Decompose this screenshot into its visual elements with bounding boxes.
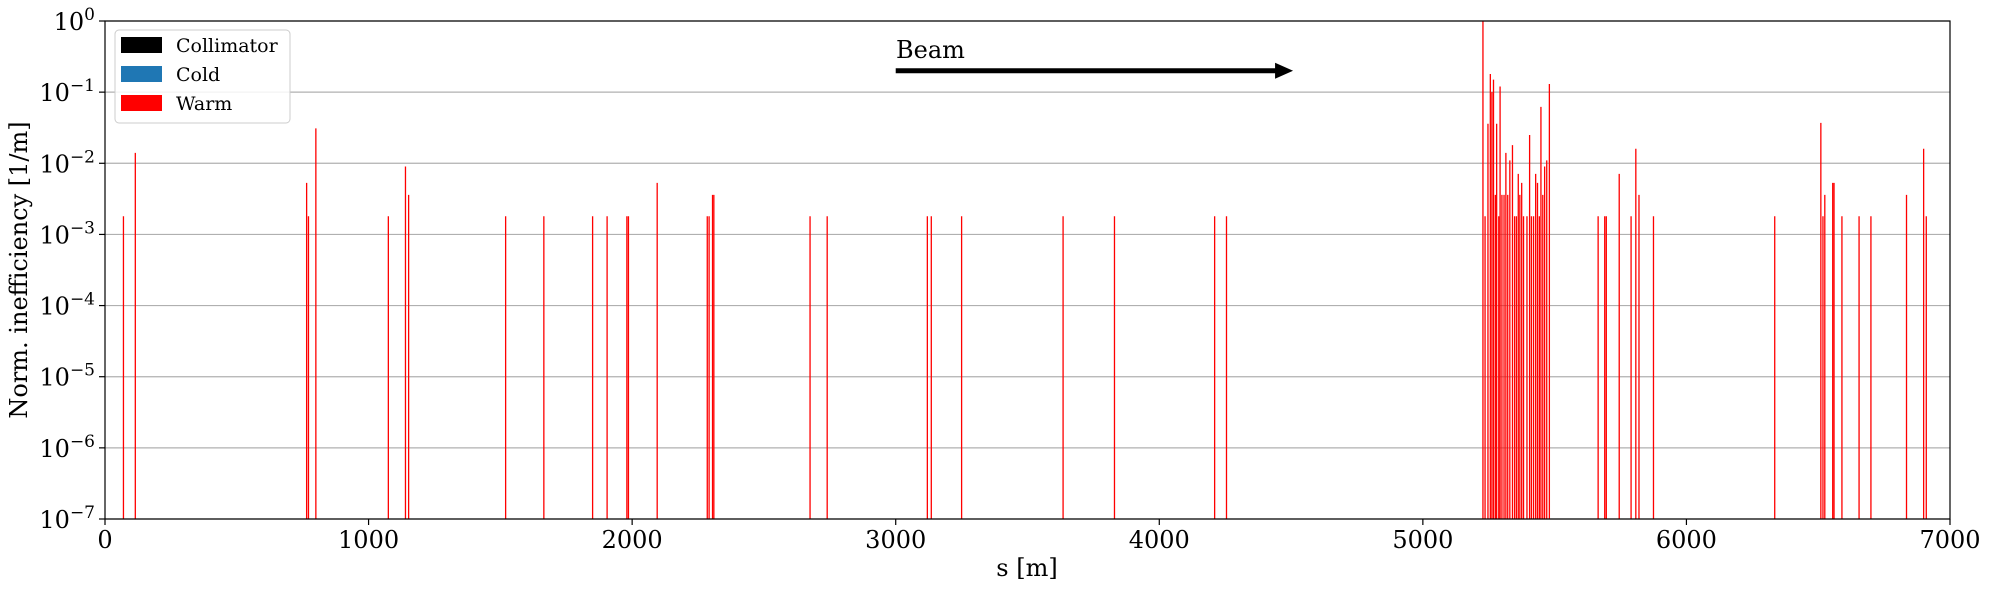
legend-swatch-warm [121, 95, 162, 111]
x-tick-label: 3000 [865, 526, 926, 554]
x-axis-label: s [m] [996, 554, 1057, 582]
x-tick-label: 1000 [338, 526, 399, 554]
legend-label-warm: Warm [176, 93, 232, 115]
y-tick-label: 10−5 [39, 361, 95, 392]
plot-frame [104, 20, 1951, 520]
x-tick-label: 6000 [1656, 526, 1717, 554]
y-axis-ticks: 10−7 10−6 10−5 10−4 10−3 10−2 10−1 100 [39, 5, 105, 534]
legend-label-collimator: Collimator [176, 35, 279, 57]
x-tick-label: 2000 [602, 526, 663, 554]
y-tick-label: 100 [54, 5, 95, 36]
y-tick-label: 10−2 [39, 147, 95, 178]
legend-swatch-cold [121, 66, 162, 82]
legend: Collimator Cold Warm [114, 29, 291, 124]
legend-swatch-collimator [121, 37, 162, 53]
y-tick-label: 10−4 [39, 290, 95, 321]
y-tick-label: 10−6 [39, 432, 95, 463]
beam-arrow-head [1275, 62, 1294, 79]
y-tick-label: 10−1 [39, 76, 95, 107]
x-tick-label: 4000 [1129, 526, 1190, 554]
x-axis-ticks: 0 1000 2000 3000 4000 5000 6000 7000 [97, 519, 1981, 554]
x-tick-label: 0 [97, 526, 112, 554]
legend-label-cold: Cold [176, 64, 220, 86]
beam-annotation: Beam [895, 36, 1294, 79]
beam-label: Beam [896, 36, 965, 64]
y-tick-label: 10−3 [39, 218, 95, 249]
y-gridlines [105, 20, 1950, 520]
warm-bars [122, 21, 1927, 519]
x-tick-label: 7000 [1919, 526, 1980, 554]
x-tick-label: 5000 [1392, 526, 1453, 554]
y-tick-label: 10−7 [39, 503, 95, 534]
y-axis-label: Norm. inefficiency [1/m] [5, 121, 33, 418]
